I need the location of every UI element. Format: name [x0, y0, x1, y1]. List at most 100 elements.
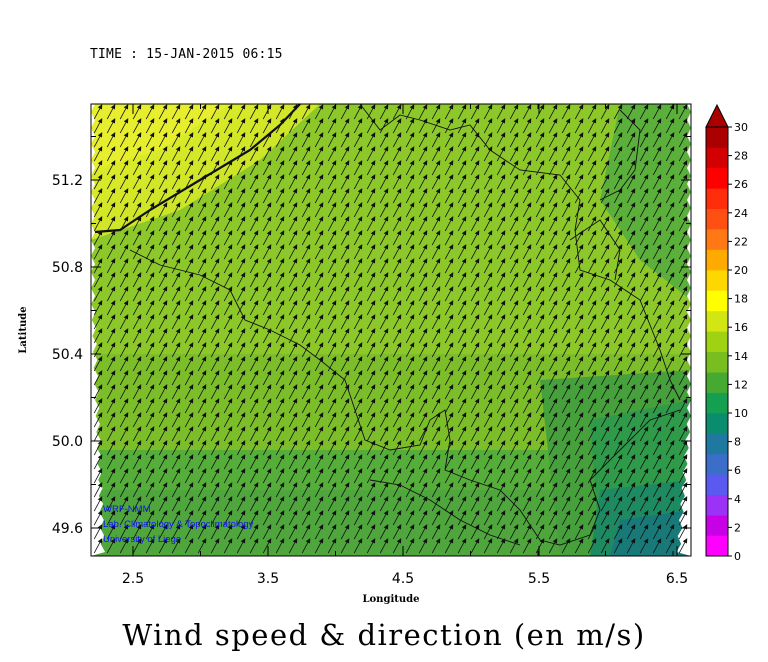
wind-arrow — [509, 244, 519, 260]
wind-arrow — [223, 258, 233, 274]
wind-arrow — [223, 384, 233, 400]
wind-arrow — [613, 524, 623, 540]
wind-arrow — [171, 230, 181, 246]
wind-arrow — [444, 412, 454, 428]
wind-arrow — [665, 384, 675, 400]
wind-arrow — [483, 328, 493, 344]
wind-arrow — [431, 510, 441, 526]
wind-arrow — [652, 524, 662, 540]
wind-arrow — [613, 370, 623, 386]
wind-arrow — [379, 412, 389, 428]
wind-arrow — [600, 370, 610, 386]
wind-arrow — [470, 496, 480, 512]
wind-arrow — [678, 426, 688, 442]
wind-arrow — [119, 482, 129, 498]
x-tick-label: 5.5 — [528, 571, 550, 587]
wind-arrow — [158, 398, 168, 414]
wind-arrow — [223, 440, 233, 456]
wind-arrow — [496, 300, 506, 316]
wind-arrow — [106, 300, 116, 316]
wind-arrow — [340, 482, 350, 498]
wind-arrow — [548, 286, 558, 302]
wind-arrow — [548, 482, 558, 498]
wind-arrow — [561, 230, 571, 246]
wind-arrow — [665, 510, 675, 526]
wind-arrow — [379, 132, 389, 148]
wind-arrow — [106, 482, 116, 498]
wind-arrow — [626, 160, 636, 176]
wind-arrow — [522, 328, 532, 344]
wind-arrow — [626, 202, 636, 218]
wind-arrow — [314, 230, 324, 246]
wind-arrow — [639, 356, 649, 372]
wind-arrow — [470, 328, 480, 344]
wind-arrow — [210, 538, 220, 554]
wind-arrow — [405, 328, 415, 344]
wind-arrow — [548, 118, 558, 134]
wind-arrow — [483, 426, 493, 442]
wind-arrow — [613, 188, 623, 204]
wind-arrow — [93, 202, 103, 218]
wind-arrow — [457, 454, 467, 470]
wind-arrow — [652, 258, 662, 274]
wind-arrow — [639, 244, 649, 260]
wind-arrow — [106, 468, 116, 484]
wind-arrow — [392, 216, 402, 232]
wind-arrow — [132, 356, 142, 372]
wind-arrow — [652, 356, 662, 372]
wind-arrow — [483, 440, 493, 456]
wind-arrow — [184, 398, 194, 414]
wind-arrow — [145, 286, 155, 302]
wind-arrow — [262, 370, 272, 386]
wind-arrow — [132, 174, 142, 190]
wind-arrow — [587, 104, 597, 120]
wind-arrow — [262, 202, 272, 218]
wind-arrow — [470, 146, 480, 162]
wind-arrow — [145, 412, 155, 428]
wind-arrow — [522, 160, 532, 176]
credit-lab: Lab. Climatology & Topoclimatology — [103, 519, 254, 530]
wind-arrow — [418, 496, 428, 512]
wind-arrow — [535, 258, 545, 274]
wind-arrow — [132, 370, 142, 386]
wind-arrow — [366, 440, 376, 456]
wind-arrow — [613, 482, 623, 498]
wind-arrow — [405, 426, 415, 442]
wind-arrow — [496, 342, 506, 358]
wind-arrow — [197, 174, 207, 190]
wind-arrow — [223, 202, 233, 218]
wind-arrow — [613, 356, 623, 372]
wind-arrow — [106, 496, 116, 512]
wind-arrow — [418, 286, 428, 302]
wind-arrow — [223, 370, 233, 386]
wind-arrow — [93, 342, 103, 358]
wind-arrow — [522, 104, 532, 120]
wind-arrow — [327, 258, 337, 274]
wind-arrow — [327, 188, 337, 204]
wind-arrow — [106, 160, 116, 176]
wind-arrow — [548, 412, 558, 428]
wind-arrow — [197, 132, 207, 148]
wind-arrow — [665, 328, 675, 344]
wind-arrow — [171, 328, 181, 344]
wind-arrow — [197, 398, 207, 414]
wind-arrow — [470, 272, 480, 288]
wind-arrow — [665, 370, 675, 386]
wind-arrow — [327, 202, 337, 218]
wind-arrow — [639, 216, 649, 232]
wind-arrow — [392, 356, 402, 372]
wind-arrow — [496, 384, 506, 400]
wind-arrow — [431, 426, 441, 442]
wind-arrow — [158, 524, 168, 540]
wind-arrow — [574, 314, 584, 330]
wind-arrow — [93, 370, 103, 386]
wind-arrow — [639, 510, 649, 526]
wind-arrow — [366, 202, 376, 218]
wind-arrow — [678, 538, 688, 554]
colorbar-segment — [706, 310, 728, 332]
wind-arrow — [197, 230, 207, 246]
wind-arrow — [249, 132, 259, 148]
wind-arrow — [184, 356, 194, 372]
wind-arrow — [327, 230, 337, 246]
wind-arrow — [262, 510, 272, 526]
